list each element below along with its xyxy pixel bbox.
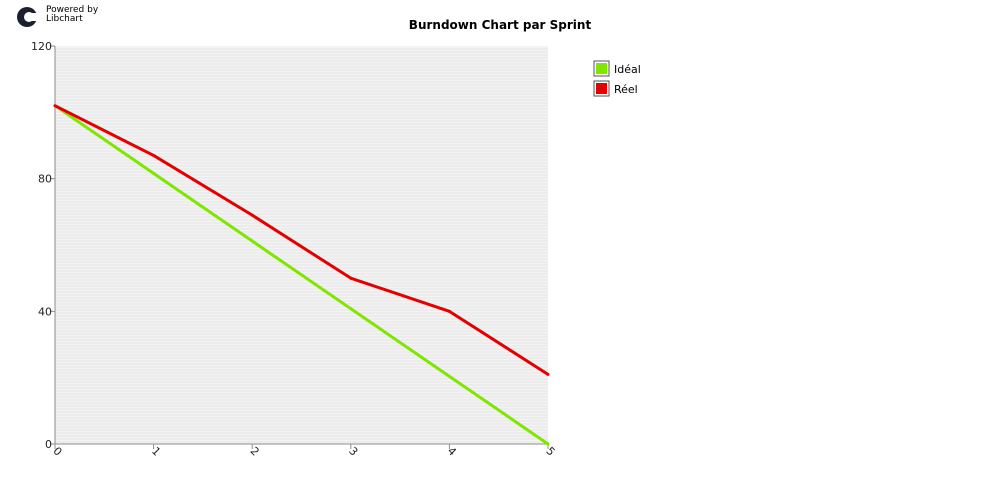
powered-by-text: Powered by Libchart — [46, 6, 98, 24]
plot-area: 0 40 80 120 0 1 2 3 4 5 — [31, 40, 558, 459]
x-tick-label: 5 — [543, 444, 557, 458]
data-point — [53, 104, 57, 108]
x-tick-label: 3 — [346, 444, 360, 458]
libchart-logo-icon — [17, 7, 38, 27]
legend-label: Idéal — [614, 63, 641, 76]
x-tick-label: 4 — [445, 444, 459, 458]
legend: Idéal Réel — [593, 60, 641, 97]
legend-swatch — [596, 63, 607, 74]
y-tick-label: 80 — [38, 173, 52, 186]
data-point — [152, 171, 156, 175]
powered-by-line2: Libchart — [46, 14, 83, 24]
powered-by-line1: Powered by — [46, 5, 99, 15]
y-tick-label: 0 — [45, 438, 52, 451]
data-point — [250, 239, 254, 243]
data-point — [349, 276, 353, 280]
x-tick-label: 0 — [50, 444, 64, 458]
data-point — [349, 307, 353, 311]
series-line-ideal — [54, 104, 549, 446]
series-line-reel — [54, 104, 549, 376]
x-tick-label: 1 — [149, 444, 163, 458]
legend-label: Réel — [614, 83, 638, 96]
legend-swatch — [596, 83, 607, 94]
chart-title: Burndown Chart par Sprint — [409, 18, 592, 32]
data-point — [250, 213, 254, 217]
x-tick-label: 2 — [248, 444, 262, 458]
data-point — [152, 153, 156, 157]
y-tick-label: 40 — [38, 305, 52, 318]
data-point — [546, 442, 550, 446]
data-point — [447, 309, 451, 313]
y-tick-label: 120 — [31, 40, 52, 53]
data-point — [447, 374, 451, 378]
data-point — [546, 372, 550, 376]
